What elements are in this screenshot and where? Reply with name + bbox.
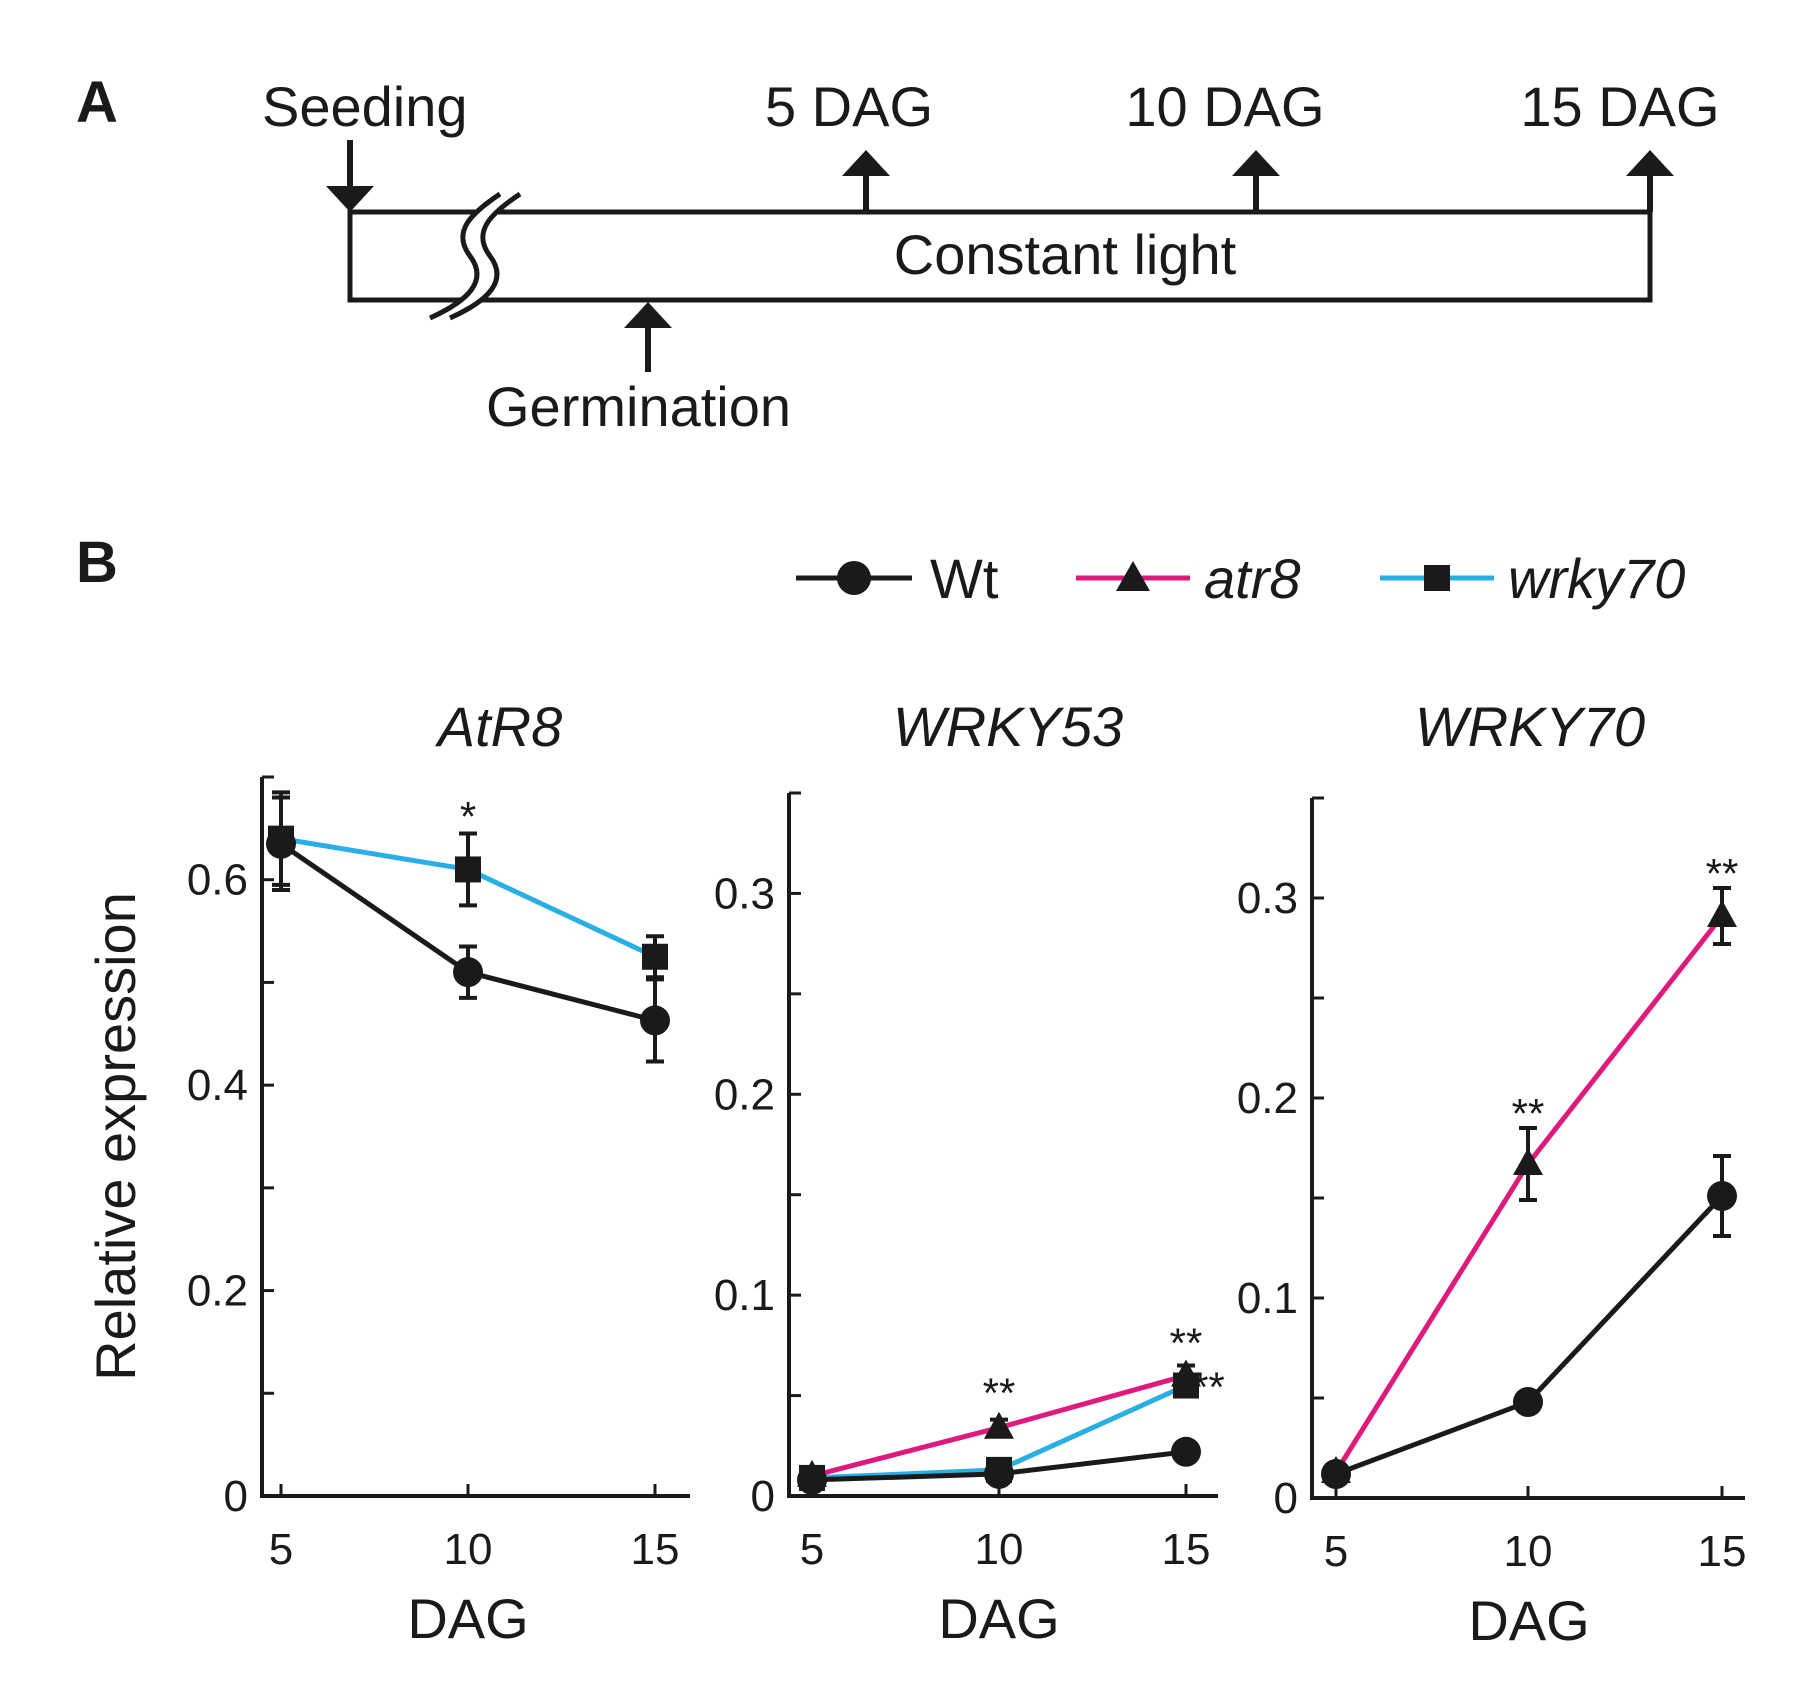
y-tick-label-wrky53: 0.3	[714, 869, 775, 918]
chart-title-wrky70: WRKY70	[1415, 695, 1645, 758]
x-axis-label-atr8: DAG	[407, 1587, 528, 1650]
x-tick-label-atr8: 10	[444, 1525, 493, 1574]
data-point-wt-atr8	[453, 957, 483, 988]
series-wt-wrky70	[1321, 1154, 1737, 1489]
panel-a-letter: A	[76, 70, 118, 135]
data-point-wt-atr8	[266, 828, 296, 859]
y-tick-label-atr8: 0.4	[187, 1061, 248, 1110]
y-axis-label: Relative expression	[84, 892, 147, 1381]
legend-marker-wt	[837, 561, 871, 595]
data-point-atr8-wrky70	[1513, 1148, 1543, 1175]
x-tick-label-atr8: 15	[631, 1525, 680, 1574]
series-wt-wrky53	[797, 1436, 1201, 1495]
x-tick-label-wrky53: 5	[800, 1525, 824, 1574]
data-point-wrky70-atr8	[455, 856, 481, 883]
y-tick-label-wrky53: 0.2	[714, 1070, 775, 1119]
legend-label-wt: Wt	[930, 547, 999, 610]
legend: Wt atr8 wrky70	[796, 547, 1685, 610]
x-tick-label-wrky53: 10	[975, 1525, 1024, 1574]
timepoint-arrow-15-icon	[1626, 150, 1674, 212]
legend-item-atr8: atr8	[1076, 547, 1301, 610]
data-point-wrky70-atr8	[642, 943, 668, 970]
panel-a: A Seeding Constant light Germination 5 D…	[76, 70, 1720, 438]
y-tick-label-atr8: 0.6	[187, 856, 248, 905]
x-axis-label-wrky70: DAG	[1468, 1589, 1589, 1652]
timepoint-5-label: 5 DAG	[765, 75, 933, 138]
y-tick-label-wrky70: 0.2	[1237, 1074, 1298, 1123]
significance-label-wrky53: **	[1192, 1364, 1225, 1411]
data-point-atr8-wrky70	[1707, 900, 1737, 927]
legend-label-atr8: atr8	[1204, 547, 1301, 610]
legend-item-wrky70: wrky70	[1380, 547, 1685, 610]
significance-label-wrky53: **	[983, 1370, 1016, 1417]
data-point-wt-wrky53	[984, 1458, 1014, 1489]
constant-light-label: Constant light	[894, 223, 1237, 286]
timepoint-15-label: 15 DAG	[1520, 75, 1719, 138]
x-axis-label-wrky53: DAG	[938, 1587, 1059, 1650]
data-point-wt-wrky70	[1513, 1387, 1543, 1417]
timepoint-arrow-10-icon	[1232, 150, 1280, 212]
data-point-wt-wrky53	[1171, 1436, 1201, 1467]
x-tick-label-wrky70: 10	[1504, 1527, 1553, 1576]
y-tick-label-wrky53: 0.1	[714, 1271, 775, 1320]
seeding-label: Seeding	[262, 75, 468, 138]
series-wt-atr8	[266, 795, 670, 1064]
significance-label-atr8: *	[460, 793, 476, 840]
y-tick-label-wrky70: 0.1	[1237, 1274, 1298, 1323]
y-tick-label-atr8: 0.2	[187, 1267, 248, 1316]
data-point-wrky70-wrky53	[1173, 1372, 1199, 1399]
seeding-arrow-icon	[326, 140, 374, 212]
x-tick-label-wrky70: 5	[1324, 1527, 1348, 1576]
significance-label-wrky53: **	[1170, 1319, 1203, 1366]
x-tick-label-wrky53: 15	[1162, 1525, 1211, 1574]
timepoint-arrow-5-icon	[842, 150, 890, 212]
panel-b-letter: B	[76, 530, 118, 595]
significance-label-wrky70: **	[1512, 1090, 1545, 1137]
legend-marker-atr8	[1116, 561, 1150, 591]
y-tick-label-wrky70: 0.3	[1237, 874, 1298, 923]
data-point-wt-wrky70	[1321, 1459, 1351, 1489]
timeline-break-icon	[428, 191, 522, 321]
x-tick-label-wrky70: 15	[1698, 1527, 1747, 1576]
x-tick-label-atr8: 5	[269, 1525, 293, 1574]
data-point-atr8-wrky53	[984, 1411, 1014, 1439]
data-point-wt-atr8	[640, 1005, 670, 1036]
germination-arrow-icon	[624, 302, 672, 372]
legend-label-wrky70: wrky70	[1508, 547, 1685, 610]
significance-label-wrky70: **	[1706, 850, 1739, 897]
germination-label: Germination	[486, 375, 791, 438]
y-tick-label-wrky70: 0	[1274, 1474, 1298, 1523]
timeline-bar	[347, 209, 1653, 303]
timepoint-10-label: 10 DAG	[1125, 75, 1324, 138]
chart-wrky70: WRKY70 0 0.1 0.2 0.3 5 10 15 DAG ** **	[1237, 695, 1747, 1652]
legend-item-wt: Wt	[796, 547, 999, 610]
panel-b: B Wt atr8 wrky70 AtR8 0 0.2 0.4 0.6 5 10 15 DAG R…	[76, 530, 1746, 1652]
legend-marker-wrky70	[1424, 565, 1450, 591]
data-point-wt-wrky53	[797, 1464, 827, 1495]
data-point-wt-wrky70	[1707, 1181, 1737, 1211]
y-tick-label-wrky53: 0	[751, 1472, 775, 1521]
chart-atr8: AtR8 0 0.2 0.4 0.6 5 10 15 DAG Relative expressio…	[84, 695, 690, 1650]
chart-title-wrky53: WRKY53	[893, 695, 1123, 758]
chart-title-atr8: AtR8	[435, 695, 563, 758]
y-tick-label-atr8: 0	[224, 1472, 248, 1521]
series-line-wt-wrky70	[1335, 1194, 1724, 1477]
